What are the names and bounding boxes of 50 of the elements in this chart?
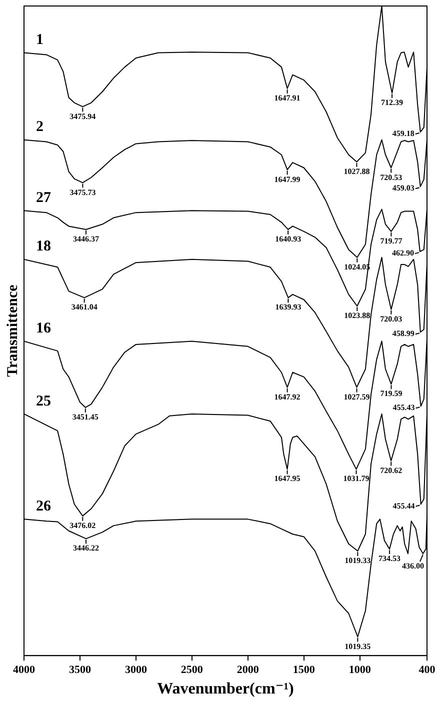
x-tick-label: 3000 [124, 664, 148, 676]
series-label: 1 [36, 32, 44, 48]
annotation: 1647.91 [274, 94, 300, 103]
annotation: 720.53 [380, 172, 402, 182]
series-label: 18 [36, 238, 51, 255]
annotation: 712.39 [381, 98, 404, 108]
annotation: 1031.79 [343, 474, 370, 484]
x-tick-label: 2500 [180, 664, 204, 676]
x-tick-label: 1500 [292, 664, 316, 676]
annotation: 3451.45 [72, 412, 98, 422]
annotation: 1647.99 [274, 174, 300, 184]
annotation: 1019.35 [344, 642, 371, 651]
annotation: 459.03 [392, 184, 414, 193]
x-tick-label: 3500 [68, 664, 92, 676]
annotation: 1639.93 [275, 302, 302, 312]
series-label: 27 [36, 190, 52, 206]
annotation: 1019.33 [344, 556, 371, 566]
annotation: 455.44 [392, 501, 415, 510]
annotation: 1027.88 [344, 166, 370, 176]
y-axis-title: Transmittence [4, 284, 21, 377]
annotation: 719.77 [380, 236, 402, 246]
annotation: 459.18 [392, 129, 414, 138]
annotation: 1027.59 [344, 392, 370, 402]
annotation: 455.43 [392, 403, 415, 412]
annotation: 462.90 [392, 248, 414, 258]
x-tick-label: 1000 [348, 664, 372, 676]
annotation: 458.99 [392, 329, 414, 338]
x-tick-label: 2000 [236, 664, 260, 676]
legend-label: 25 [36, 393, 51, 410]
annotation: 3461.04 [71, 302, 98, 312]
annotation: 720.03 [380, 314, 402, 324]
annotation: 436.00 [402, 562, 424, 571]
x-tick-label: 400 [418, 664, 436, 676]
annotation: 1640.93 [275, 234, 302, 244]
series-label: 16 [36, 320, 52, 337]
annotation: 734.53 [378, 554, 401, 564]
x-axis-title: Wavenumber(cm⁻¹) [157, 680, 294, 698]
annotation: 1023.88 [344, 311, 370, 320]
annotation: 1647.95 [274, 474, 300, 484]
annotation: 719.59 [380, 389, 402, 398]
annotation: 3446.37 [72, 234, 99, 244]
annotation: 1647.92 [274, 392, 300, 402]
annotation: 3475.73 [70, 188, 96, 197]
annotation: 3446.22 [72, 544, 99, 553]
series-label: 26 [36, 498, 52, 515]
x-tick-label: 4000 [13, 664, 36, 676]
series-label: 2 [36, 119, 44, 136]
annotation: 720.62 [380, 466, 402, 475]
annotation: 3476.02 [70, 521, 96, 530]
annotation: 3475.94 [70, 112, 96, 121]
